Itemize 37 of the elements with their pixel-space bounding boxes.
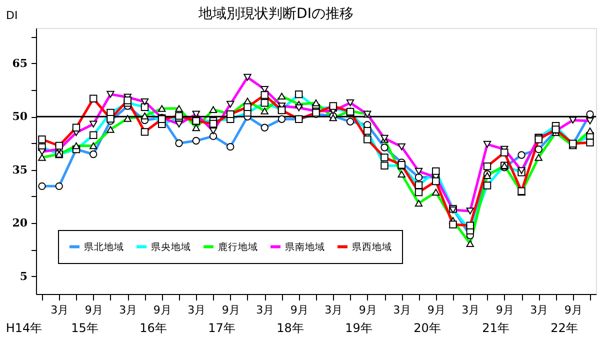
legend-label: 県西地域 <box>352 240 392 253</box>
y-axis-title: DI <box>6 9 18 22</box>
legend-label: 県南地域 <box>285 240 325 253</box>
x-tick-label: 9月 <box>290 304 308 316</box>
x-tick-label: 3月 <box>188 304 206 316</box>
text: 20年 <box>414 321 441 335</box>
y-tick-label: 20 <box>12 216 28 230</box>
x-tick-label: 3月 <box>119 304 138 316</box>
y-tick-label: 65 <box>12 56 28 70</box>
text: H14年 <box>6 321 42 335</box>
text: 15年 <box>71 321 98 335</box>
x-tick-label: 9月 <box>84 304 103 316</box>
text: 21年 <box>482 321 510 335</box>
x-tick-label: 9月 <box>153 304 172 316</box>
chart-title: 地域別現状判断DIの推移 <box>198 6 354 22</box>
x-tick-label: 9月 <box>496 304 514 316</box>
legend-label: 県央地域 <box>151 240 191 253</box>
x-tick-label: 3月 <box>462 304 480 316</box>
x-tick-label: 3月 <box>50 304 69 316</box>
y-tick-label: 35 <box>12 163 28 176</box>
x-tick-label: 3月 <box>324 304 343 316</box>
legend-label: 鹿行地域 <box>218 240 258 253</box>
x-tick-label: 9月 <box>222 304 240 316</box>
x-tick-label: 9月 <box>358 304 377 316</box>
text: 19年 <box>345 321 372 335</box>
legend-label: 県北地域 <box>84 240 124 253</box>
y-tick-label: 50 <box>12 110 28 124</box>
x-tick-label: 3月 <box>393 304 412 316</box>
text: 16年 <box>140 321 167 335</box>
y-tick-label: 5 <box>20 270 28 283</box>
x-tick-label: 3月 <box>256 304 274 316</box>
text: 18年 <box>276 321 304 335</box>
x-tick-label: 9月 <box>427 304 446 316</box>
text: 17年 <box>208 321 236 335</box>
x-tick-label: 3月 <box>530 304 548 316</box>
x-tick-label: 9月 <box>564 304 582 316</box>
text: 22年 <box>550 321 578 335</box>
